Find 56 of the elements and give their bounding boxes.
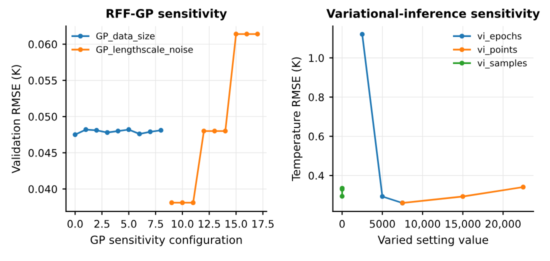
x-tick-label: 0 <box>339 220 345 228</box>
point <box>380 194 385 199</box>
point <box>137 132 142 136</box>
point <box>360 32 365 37</box>
point <box>212 128 218 134</box>
y-tick-label: 0.050 <box>28 112 57 121</box>
point <box>180 200 185 206</box>
y-tick-label: 0.060 <box>28 40 57 48</box>
y-tick-label: 0.8 <box>308 93 324 102</box>
x-tick-label: 10.0 <box>172 220 194 228</box>
point <box>460 194 466 199</box>
chart-title: Variational-inference sensitivity <box>326 8 540 20</box>
point <box>255 32 260 36</box>
y-axis-title: Validation RMSE (K) <box>12 65 22 174</box>
x-tick-label: 5.0 <box>121 220 136 228</box>
point <box>190 200 196 206</box>
point <box>520 184 526 190</box>
x-tick-label: 17.5 <box>252 220 274 228</box>
x-axis-title: GP sensitivity configuration <box>90 235 242 246</box>
chart-title: RFF-GP sensitivity <box>106 8 227 20</box>
legend-label: vi_epochs <box>478 32 522 42</box>
x-tick-label: 0.0 <box>68 220 83 228</box>
x-tick-label: 15,000 <box>446 220 480 229</box>
point <box>72 132 78 138</box>
legend-label: vi_points <box>478 46 517 55</box>
y-tick-label: 0.4 <box>308 172 324 180</box>
legend-label: GP_lengthscale_noise <box>96 46 193 55</box>
x-tick-label: 20,000 <box>486 220 521 229</box>
x-tick-label: 2.5 <box>94 220 110 228</box>
y-tick-label: 0.045 <box>28 149 57 157</box>
point <box>148 129 153 134</box>
point <box>244 32 250 36</box>
y-tick-label: 0.040 <box>28 185 57 194</box>
y-axis-title: Temperature RMSE (K) <box>292 57 302 182</box>
y-tick-label: 0.055 <box>28 76 57 84</box>
point <box>116 128 120 134</box>
point <box>222 128 228 134</box>
point <box>158 128 164 133</box>
point <box>126 127 132 132</box>
x-tick-label: 12.5 <box>198 220 220 228</box>
x-tick-label: 15.0 <box>226 220 247 228</box>
point <box>94 128 100 133</box>
legend-label: vi_samples <box>478 59 527 68</box>
legend-label: GP_data_size <box>96 32 155 42</box>
point <box>234 32 238 36</box>
x-axis-title: Varied setting value <box>378 235 488 246</box>
point <box>201 128 206 134</box>
x-tick-label: 5000 <box>370 220 395 228</box>
y-tick-label: 1.0 <box>309 54 324 62</box>
point <box>104 130 110 135</box>
point <box>83 127 88 132</box>
point <box>169 200 174 206</box>
x-tick-label: 10,000 <box>406 220 440 229</box>
point <box>340 194 345 199</box>
y-tick-label: 0.6 <box>308 132 324 140</box>
x-tick-label: 7.5 <box>148 220 163 228</box>
